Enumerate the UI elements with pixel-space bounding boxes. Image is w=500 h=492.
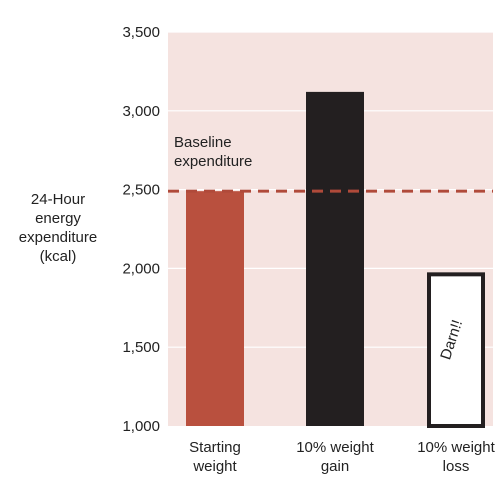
y-tick-label: 1,500 bbox=[122, 339, 160, 356]
reference-line-label-line: Baseline bbox=[174, 134, 232, 151]
bars: Darn!! bbox=[186, 91, 485, 428]
x-category-label: Starting weight bbox=[189, 439, 241, 475]
x-axis-labels: Starting weight 10% weight gain 10% weight lo… bbox=[189, 439, 495, 475]
y-tick-label: 3,000 bbox=[122, 103, 160, 120]
x-category-label: 10% weight loss bbox=[417, 439, 495, 475]
y-axis-ticks: 1,000 1,500 2,000 2,500 3,000 3,500 bbox=[122, 24, 160, 435]
x-category-label-line: gain bbox=[321, 458, 349, 475]
reference-line-label: Baseline expenditure bbox=[174, 134, 252, 170]
y-axis-title-line: (kcal) bbox=[40, 248, 77, 265]
reference-line-group: Baseline expenditure bbox=[168, 134, 493, 193]
x-category-label-line: loss bbox=[443, 458, 470, 475]
bar bbox=[306, 91, 364, 426]
bar bbox=[427, 272, 485, 428]
x-category-label-line: 10% weight bbox=[296, 439, 374, 456]
y-axis-title: 24-Hour energy expenditure (kcal) bbox=[19, 191, 97, 265]
y-axis-label: 24-Hour energy expenditure (kcal) bbox=[19, 191, 97, 265]
reference-line-label-line: expenditure bbox=[174, 153, 252, 170]
y-axis-title-line: 24-Hour bbox=[31, 191, 85, 208]
y-tick-label: 2,500 bbox=[122, 182, 160, 199]
x-category-label-line: Starting bbox=[189, 439, 241, 456]
bar bbox=[186, 191, 244, 426]
y-tick-label: 3,500 bbox=[122, 24, 160, 41]
y-tick-label: 2,000 bbox=[122, 260, 160, 277]
x-category-label-line: 10% weight bbox=[417, 439, 495, 456]
y-axis-title-line: energy bbox=[35, 210, 81, 227]
x-category-label-line: weight bbox=[192, 458, 237, 475]
y-tick-label: 1,000 bbox=[122, 418, 160, 435]
y-axis-title-line: expenditure bbox=[19, 229, 97, 246]
x-category-label: 10% weight gain bbox=[296, 439, 374, 475]
